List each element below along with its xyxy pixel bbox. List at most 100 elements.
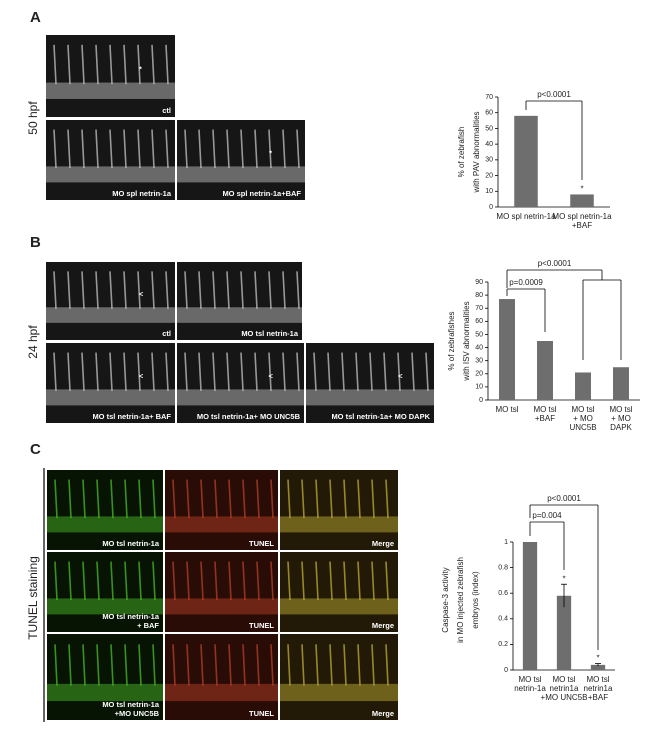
micrograph-vessel: [96, 479, 100, 519]
micrograph-vessel: [214, 479, 218, 519]
image-mark: <: [139, 290, 144, 299]
y-tick-label: 60: [475, 318, 483, 325]
image-label: MO spl netrin-1a: [112, 189, 172, 198]
y-tick-label: 0: [479, 397, 483, 404]
significance-label: p<0.0001: [537, 90, 571, 99]
image-label: ctl: [162, 106, 171, 115]
micrograph-vessel: [95, 271, 99, 309]
micrograph-vessel: [109, 271, 113, 309]
micrograph: [47, 470, 163, 550]
micrograph-vessel: [301, 561, 305, 601]
y-tick-label: 0: [504, 667, 508, 674]
micrograph-vessel: [240, 271, 244, 309]
y-tick-label: 60: [485, 110, 493, 117]
micrograph-vessel: [198, 352, 202, 392]
micrograph-vessel: [186, 644, 190, 686]
micrograph-vessel: [110, 644, 114, 686]
micrograph-vessel: [329, 479, 333, 519]
bar: [570, 194, 594, 207]
bar: [499, 299, 515, 400]
x-tick-label: MO tsl: [495, 405, 518, 414]
micrograph-vessel: [256, 479, 260, 519]
micrograph-vessel: [254, 271, 258, 309]
micrograph-vessel: [109, 129, 113, 169]
micrograph-vessel: [152, 644, 156, 686]
micrograph-band: [46, 82, 175, 99]
image-label: ctl: [162, 329, 171, 338]
micrograph-vessel: [296, 129, 300, 169]
micrograph-vessel: [95, 44, 99, 85]
significance-label: p=0.0009: [509, 278, 543, 287]
micrograph-vessel: [95, 352, 99, 392]
micrograph-vessel: [355, 352, 359, 392]
micrograph-vessel: [343, 561, 347, 601]
micrograph-vessel: [242, 644, 246, 686]
micrograph-vessel: [296, 352, 300, 392]
micrograph-vessel: [81, 271, 85, 309]
y-tick-label: 0.8: [498, 564, 508, 571]
x-tick-label: MO tsl: [518, 675, 541, 684]
micrograph-vessel: [138, 479, 142, 519]
micrograph-vessel: [172, 644, 176, 686]
image-label: TUNEL: [249, 539, 274, 548]
micrograph-vessel: [425, 352, 429, 392]
micrograph-vessel: [214, 644, 218, 686]
micrograph-vessel: [254, 129, 258, 169]
x-tick-label: netrin1a: [550, 684, 579, 693]
micrograph-vessel: [96, 644, 100, 686]
micrograph-vessel: [270, 479, 274, 519]
bar: [590, 664, 606, 670]
x-tick-label: MO spl netrin-1a: [552, 212, 612, 221]
micrograph-vessel: [214, 561, 218, 601]
x-tick-label: MO tsl: [586, 675, 609, 684]
micrograph-vessel: [184, 352, 188, 392]
micrograph-vessel: [371, 561, 375, 601]
panel-label: A: [30, 9, 41, 26]
x-tick-label: DAPK: [610, 423, 632, 432]
micrograph-band: [280, 598, 398, 615]
bar-note: *: [562, 574, 565, 583]
micrograph-band: [165, 598, 278, 615]
micrograph-band: [165, 683, 278, 702]
micrograph-vessel: [165, 352, 169, 392]
micrograph-vessel: [186, 561, 190, 601]
y-tick-label: 70: [485, 94, 493, 101]
x-tick-label: MO tsl: [552, 675, 575, 684]
stage-label: TUNEL staining: [26, 556, 40, 640]
y-tick-label: 0: [489, 204, 493, 211]
micrograph-vessel: [296, 271, 300, 309]
image-mark: <: [398, 372, 403, 381]
significance-label: p<0.0001: [547, 494, 581, 503]
micrograph-vessel: [68, 479, 72, 519]
micrograph-vessel: [282, 271, 286, 309]
micrograph-vessel: [383, 352, 387, 392]
micrograph-band: [280, 516, 398, 533]
micrograph-vessel: [254, 352, 258, 392]
micrograph-vessel: [165, 129, 169, 169]
micrograph-vessel: [301, 479, 305, 519]
micrograph-vessel: [270, 644, 274, 686]
micrograph-vessel: [242, 479, 246, 519]
significance-label: p<0.0001: [538, 259, 572, 268]
micrograph-vessel: [138, 644, 142, 686]
micrograph-vessel: [287, 479, 291, 519]
micrograph-vessel: [138, 561, 142, 601]
x-tick-label: MO tsl: [571, 405, 594, 414]
micrograph-vessel: [228, 561, 232, 601]
micrograph-vessel: [184, 129, 188, 169]
y-axis-label: in MO injected zebrafish: [456, 557, 465, 643]
micrograph-band: [47, 598, 163, 615]
micrograph-vessel: [82, 561, 86, 601]
micrograph-vessel: [137, 129, 141, 169]
y-axis-label: with PAV abnormalities: [472, 111, 481, 193]
micrograph: [280, 470, 398, 550]
micrograph-band: [280, 683, 398, 702]
y-tick-label: 30: [475, 358, 483, 365]
micrograph-vessel: [240, 129, 244, 169]
micrograph-vessel: [123, 271, 127, 309]
y-tick-label: 0.4: [498, 616, 508, 623]
micrograph-vessel: [240, 352, 244, 392]
bar: [613, 367, 629, 400]
micrograph-vessel: [82, 479, 86, 519]
